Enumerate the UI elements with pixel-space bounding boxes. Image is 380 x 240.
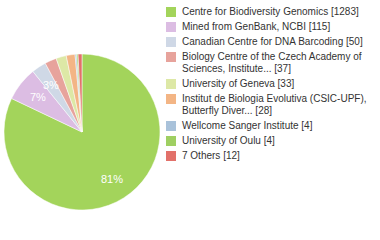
html-text:Wellcome Sanger Institute [4]: Wellcome Sanger Institute [4] (182, 120, 313, 131)
svg-text:81%: 81% (101, 173, 123, 185)
html-text:University of Oulu [4]: University of Oulu [4] (182, 135, 275, 146)
html-text:7 Others [12]: 7 Others [12] (182, 150, 240, 161)
svg-text:7%: 7% (30, 91, 46, 103)
html-text:Canadian Centre for DNA Barcod: Canadian Centre for DNA Barcoding [50] (182, 36, 363, 47)
html-text:Biology Centre of the Czech Ac: Biology Centre of the Czech Academy of S… (182, 51, 362, 74)
html-text:University of Geneva [33]: University of Geneva [33] (182, 78, 295, 89)
html-text:Mined from GenBank, NCBI [115]: Mined from GenBank, NCBI [115] (182, 21, 331, 32)
html-text:Institut de Biologia Evolutiva: Institut de Biologia Evolutiva (CSIC-UPF… (182, 93, 367, 116)
svg-text:3%: 3% (43, 79, 59, 91)
html-text:Centre for Biodiversity Genomi: Centre for Biodiversity Genomics [1283] (182, 6, 359, 17)
